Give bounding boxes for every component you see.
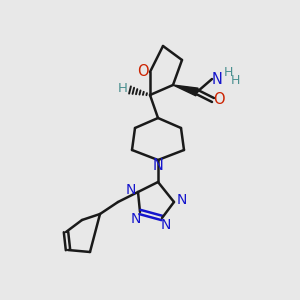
Text: N: N xyxy=(177,193,187,207)
Text: N: N xyxy=(161,218,171,232)
Text: H: H xyxy=(118,82,128,94)
Text: O: O xyxy=(213,92,225,106)
Text: N: N xyxy=(212,71,222,86)
Text: N: N xyxy=(131,212,141,226)
Polygon shape xyxy=(173,85,198,96)
Text: H: H xyxy=(223,67,233,80)
Text: O: O xyxy=(137,64,149,79)
Text: N: N xyxy=(126,183,136,197)
Text: N: N xyxy=(153,158,164,173)
Text: H: H xyxy=(230,74,240,86)
